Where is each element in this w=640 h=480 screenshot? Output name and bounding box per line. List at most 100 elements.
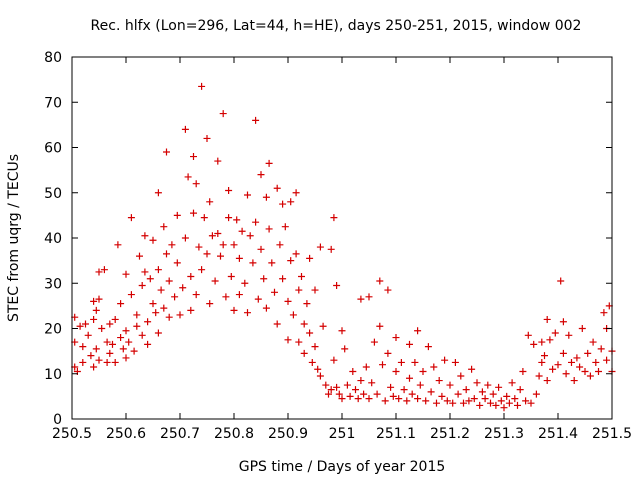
- data-point: [206, 300, 214, 308]
- data-point: [306, 329, 314, 337]
- data-point: [438, 392, 446, 400]
- data-point: [303, 300, 311, 308]
- data-point: [111, 358, 119, 366]
- x-tick-label: 251.3: [484, 426, 524, 442]
- chart-title: Rec. hlfx (Lon=296, Lat=44, h=HE), days …: [91, 18, 582, 34]
- data-point: [300, 349, 308, 357]
- data-point: [478, 388, 486, 396]
- data-point: [376, 322, 384, 330]
- data-point: [298, 272, 305, 280]
- data-point: [519, 367, 527, 375]
- data-point: [335, 390, 343, 398]
- data-point: [551, 329, 559, 337]
- x-tick-label: 251.2: [430, 426, 470, 442]
- data-point: [79, 358, 87, 366]
- data-point: [244, 191, 251, 199]
- data-point: [592, 358, 600, 366]
- data-point: [370, 338, 378, 346]
- data-point: [400, 386, 408, 394]
- data-point: [90, 363, 98, 371]
- data-point: [111, 315, 119, 323]
- y-tick-label: 40: [44, 231, 62, 247]
- data-point: [149, 300, 157, 308]
- data-point: [316, 243, 324, 251]
- data-point: [138, 331, 146, 339]
- x-tick-label: 251.4: [538, 426, 578, 442]
- data-point: [573, 354, 581, 362]
- data-point: [284, 336, 292, 344]
- data-point: [287, 198, 295, 206]
- data-point: [90, 297, 98, 305]
- data-point: [341, 345, 349, 353]
- y-tick-label: 20: [44, 322, 62, 338]
- x-axis: 250.5 250.6 250.7 250.8 250.9 251 251.1 251.2 25…: [52, 57, 632, 442]
- data-point: [114, 241, 122, 249]
- data-point: [265, 225, 273, 233]
- data-point: [219, 110, 227, 118]
- data-point: [117, 300, 125, 308]
- data-point: [276, 241, 284, 249]
- data-point: [160, 304, 168, 312]
- data-point: [468, 365, 476, 373]
- data-point: [565, 331, 573, 339]
- data-point: [222, 293, 230, 301]
- data-point: [422, 397, 430, 405]
- data-point: [154, 189, 162, 197]
- data-point: [252, 218, 260, 226]
- data-point: [476, 401, 484, 409]
- data-point: [306, 254, 314, 262]
- y-tick-label: 30: [44, 276, 62, 292]
- data-point: [603, 356, 611, 364]
- data-point: [287, 257, 295, 265]
- data-point: [190, 153, 197, 161]
- data-point: [441, 356, 449, 364]
- data-point: [146, 275, 154, 283]
- data-point: [333, 383, 341, 391]
- data-point: [157, 286, 165, 294]
- data-point: [208, 232, 216, 240]
- data-point: [589, 338, 597, 346]
- data-point: [106, 320, 114, 328]
- data-point: [508, 379, 516, 387]
- data-point: [130, 347, 138, 355]
- data-point: [427, 388, 435, 396]
- data-point: [133, 311, 141, 319]
- y-tick-label: 80: [44, 50, 62, 66]
- data-point: [333, 282, 341, 290]
- data-point: [181, 234, 189, 242]
- data-point: [597, 345, 605, 353]
- data-point: [295, 286, 303, 294]
- data-point: [500, 404, 508, 412]
- x-tick-label: 250.7: [160, 426, 200, 442]
- data-point: [503, 392, 511, 400]
- data-point: [225, 214, 233, 222]
- data-point: [308, 358, 316, 366]
- data-point: [271, 288, 278, 296]
- data-point: [600, 309, 608, 317]
- data-point: [211, 277, 219, 285]
- data-point: [92, 306, 100, 314]
- data-point: [238, 227, 246, 235]
- data-point: [406, 374, 413, 382]
- data-point: [470, 395, 478, 403]
- data-point: [343, 381, 351, 389]
- data-point: [95, 356, 103, 364]
- data-point: [292, 189, 300, 197]
- data-point: [595, 367, 602, 375]
- data-point: [465, 397, 473, 405]
- data-point: [443, 397, 451, 405]
- x-tick-label: 250.9: [268, 426, 308, 442]
- data-point: [262, 193, 270, 201]
- data-points: [71, 82, 616, 412]
- data-point: [82, 320, 89, 328]
- data-point: [514, 401, 521, 409]
- data-point: [257, 171, 265, 179]
- data-point: [106, 349, 114, 357]
- data-point: [330, 356, 338, 364]
- data-point: [416, 381, 424, 389]
- data-point: [365, 293, 373, 301]
- data-point: [198, 82, 206, 90]
- data-point: [165, 277, 173, 285]
- data-point: [403, 397, 411, 405]
